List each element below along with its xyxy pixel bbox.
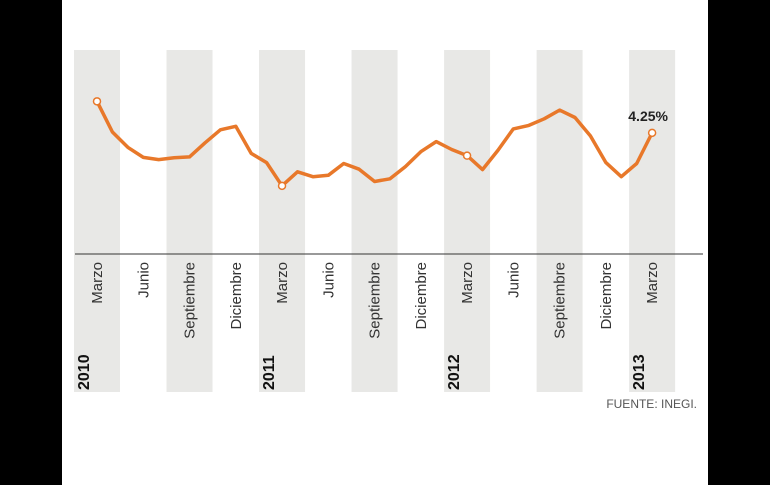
x-tick-label: Junio (135, 262, 152, 298)
x-tick-label: Septiembre (182, 262, 199, 339)
stripe (166, 50, 213, 392)
x-tick-label: Marzo (459, 262, 476, 304)
point-marker (277, 181, 287, 191)
x-tick-label: Septiembre (552, 262, 569, 339)
point-marker (647, 128, 657, 138)
annotation: 4.25% (628, 108, 668, 124)
line (95, 100, 654, 188)
x-tick-label: Marzo (274, 262, 291, 304)
x-tick-label: Diciembre (228, 262, 245, 330)
year-label: 2013 (631, 354, 648, 390)
stripe (629, 50, 676, 392)
x-tick-label: Diciembre (413, 262, 430, 330)
x-tick-label: Marzo (89, 262, 106, 304)
year-label: 2011 (261, 355, 278, 390)
stripe (259, 50, 306, 392)
stripe (536, 50, 583, 392)
source: FUENTE: INEGI. (606, 397, 697, 411)
x-tick-label: Diciembre (598, 262, 615, 330)
stripe (351, 50, 398, 392)
year-label: 2012 (446, 354, 463, 390)
x-tick-label: Junio (505, 262, 522, 298)
x-tick-label: Junio (320, 262, 337, 298)
stripe (444, 50, 491, 392)
x-tick-label: Marzo (644, 262, 661, 304)
x-tick-label: Septiembre (367, 262, 384, 339)
point-marker (462, 151, 472, 160)
stripe (74, 50, 120, 392)
year-label: 2010 (76, 354, 93, 390)
point-marker (92, 97, 102, 106)
